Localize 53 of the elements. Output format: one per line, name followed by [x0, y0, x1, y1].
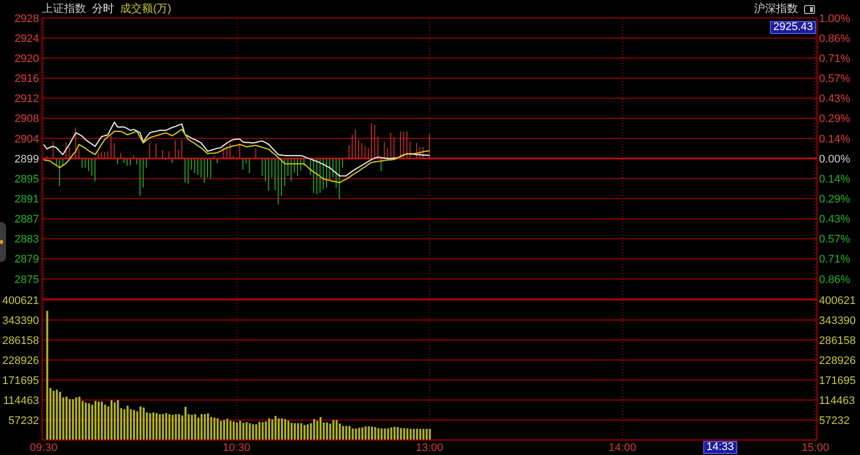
y-tick-label: 400621 — [2, 294, 39, 307]
y-tick-label: 228926 — [2, 354, 39, 367]
chart-title: 上证指数 — [42, 3, 86, 15]
y2-tick-label: 0.86% — [819, 32, 850, 45]
x-tick-label: 10:30 — [222, 442, 250, 454]
y2-tick-label: 57232 — [819, 414, 850, 427]
y-tick-label: 343390 — [2, 314, 39, 327]
x-tick-label: 13:00 — [416, 442, 444, 454]
y-tick-label: 2883 — [14, 234, 39, 246]
y-tick-label: 2875 — [14, 274, 39, 286]
y2-tick-label: 0.71% — [819, 53, 850, 66]
y-tick-label: 171695 — [2, 374, 39, 387]
y2-tick-label: 0.57% — [819, 73, 850, 86]
y2-tick-label: 0.86% — [819, 274, 850, 286]
x-tick-label: 14:00 — [608, 442, 636, 454]
y-tick-label: 114463 — [3, 394, 39, 407]
y-tick-label: 2908 — [14, 113, 39, 126]
annotation: 2925.43 — [773, 21, 813, 33]
y2-tick-label: 0.43% — [819, 214, 850, 226]
y-tick-label: 2891 — [14, 193, 39, 206]
text: 沪深指数 — [754, 3, 798, 15]
y-tick-label: 2904 — [14, 133, 39, 146]
text: 成交额(万) — [120, 3, 172, 15]
y2-tick-label: 0.14% — [819, 173, 850, 186]
y-tick-label: 2928 — [14, 12, 39, 25]
y-tick-label: 2895 — [14, 173, 39, 186]
y2-tick-label: 0.29% — [819, 194, 850, 206]
y2-tick-label: 171695 — [819, 374, 856, 387]
y2-tick-label: 343390 — [819, 314, 856, 327]
x-tick-label: 09:30 — [30, 442, 58, 454]
y2-tick-label: 0.14% — [819, 133, 850, 146]
text: 14:33 — [706, 441, 734, 453]
y-tick-label: 2912 — [14, 93, 39, 106]
y-tick-label: 2916 — [14, 73, 39, 86]
y-tick-label: 2920 — [14, 52, 39, 65]
y2-tick-label: 0.71% — [819, 254, 850, 266]
y2-tick-label: 1.00% — [819, 12, 850, 25]
y2-tick-label: 286158 — [819, 334, 856, 347]
y2-tick-label: 0.43% — [819, 93, 850, 106]
y-tick-label: 2899 — [14, 153, 39, 166]
y-tick-label: 2879 — [14, 254, 39, 266]
y2-tick-label: 114463 — [819, 394, 855, 407]
y2-tick-label: 0.29% — [819, 113, 850, 126]
y-tick-label: 57232 — [8, 414, 39, 427]
y2-tick-label: 0.57% — [819, 234, 850, 246]
x-tick-label: 15:00 — [802, 442, 830, 454]
y-tick-label: 2924 — [14, 32, 39, 45]
y-tick-label: 2887 — [14, 214, 39, 226]
y2-tick-label: 228926 — [819, 354, 856, 367]
y-tick-label: 286158 — [2, 334, 39, 347]
y2-tick-label: 0.00% — [819, 153, 850, 166]
y2-tick-label: 400621 — [819, 294, 856, 307]
chart-subtitle: 分时 — [92, 3, 114, 15]
